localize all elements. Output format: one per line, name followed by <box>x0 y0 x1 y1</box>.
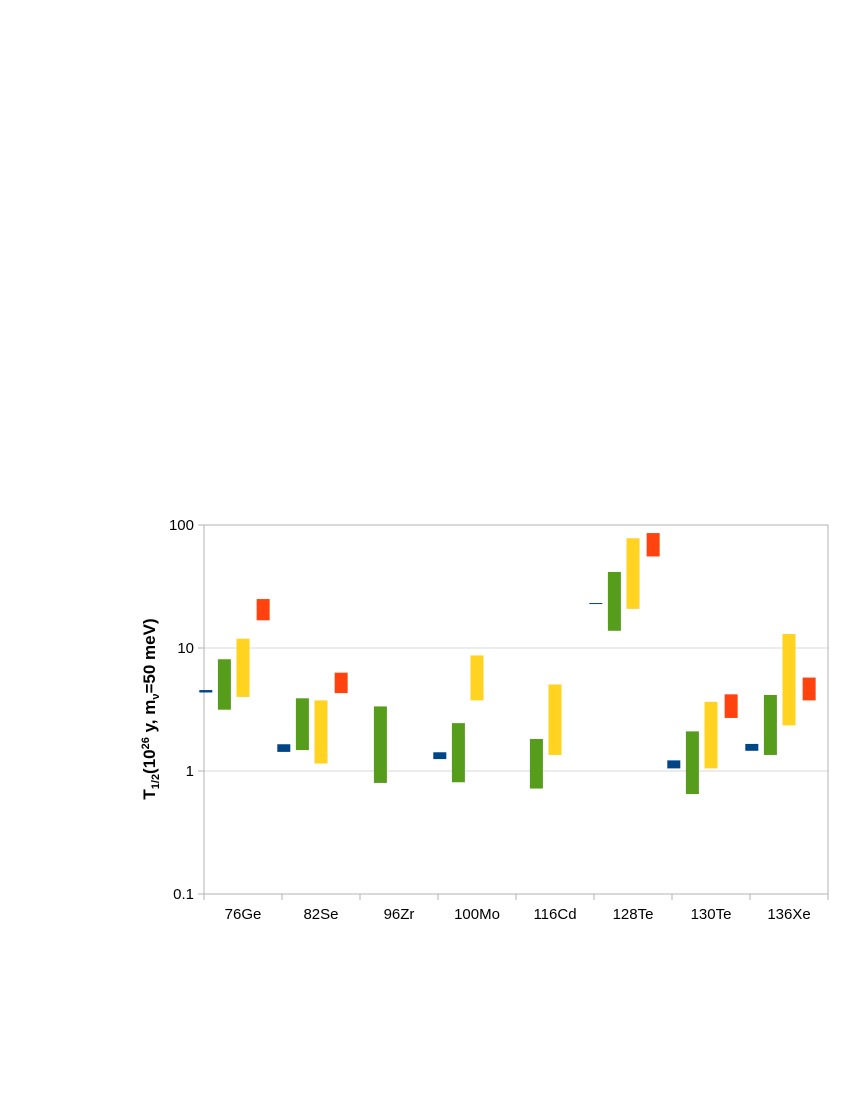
x-tick-label: 96Zr <box>384 906 415 923</box>
y-tick-label: 100 <box>169 517 194 534</box>
bar <box>724 694 738 718</box>
bar <box>236 638 250 697</box>
bar <box>763 694 777 755</box>
y-tick-label: 0.1 <box>173 886 194 903</box>
y-axis-label: T1/2(1026 y, mν=50 meV) <box>140 618 162 799</box>
x-tick-label: 136Xe <box>767 906 810 923</box>
bars <box>199 533 816 795</box>
ylabel-main: T <box>140 789 159 800</box>
bar <box>589 603 603 605</box>
ylabel-tail: =50 meV) <box>140 618 159 693</box>
x-axis-ticks: 76Ge 82Se 96Zr 100Mo 116Cd 128Te 130Te 136Xe <box>203 894 829 923</box>
ylabel-subscript: 1/2 <box>150 774 162 789</box>
bar <box>685 731 699 795</box>
y-axis-ticks: 0.1 1 10 100 <box>169 517 204 903</box>
ylabel-mid: y, m <box>140 700 159 737</box>
bar <box>667 760 681 769</box>
x-tick-label: 130Te <box>691 906 732 923</box>
bar <box>199 690 213 693</box>
bar <box>646 533 660 557</box>
x-tick-label: 76Ge <box>225 906 262 923</box>
bar <box>433 752 447 760</box>
bar <box>782 633 796 726</box>
bar <box>334 672 348 694</box>
x-tick-label: 116Cd <box>533 906 576 923</box>
bar <box>607 571 621 631</box>
bar <box>451 723 465 783</box>
ylabel-superscript: 26 <box>140 737 152 749</box>
bar <box>529 739 543 789</box>
bar <box>217 659 231 710</box>
bar <box>626 538 640 609</box>
ylabel-nu-subscript: ν <box>150 694 162 700</box>
bar <box>277 744 291 752</box>
y-tick-label: 10 <box>177 640 194 657</box>
x-tick-label: 82Se <box>303 906 338 923</box>
bar <box>373 706 387 783</box>
bar <box>314 700 328 764</box>
bar <box>295 698 309 751</box>
x-tick-label: 128Te <box>613 906 654 923</box>
bar <box>745 743 759 751</box>
x-tick-label: 100Mo <box>454 906 500 923</box>
bar <box>802 677 816 701</box>
bar <box>548 684 562 755</box>
y-tick-label: 1 <box>186 763 194 780</box>
ylabel-open: (10 <box>140 749 159 774</box>
bar <box>256 599 270 621</box>
bar <box>704 701 718 769</box>
grid <box>204 647 828 772</box>
bar <box>470 655 484 701</box>
